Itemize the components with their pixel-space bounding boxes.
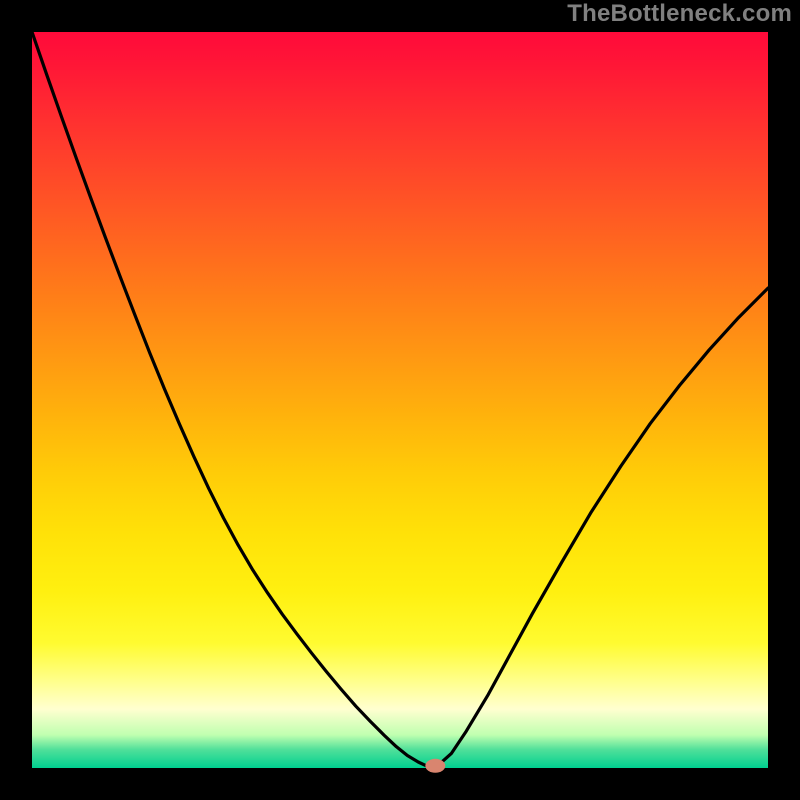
bottleneck-chart (0, 0, 800, 800)
gradient-background (32, 32, 768, 768)
watermark-text: TheBottleneck.com (567, 0, 792, 28)
optimal-point-marker (425, 759, 445, 773)
chart-container: TheBottleneck.com (0, 0, 800, 800)
